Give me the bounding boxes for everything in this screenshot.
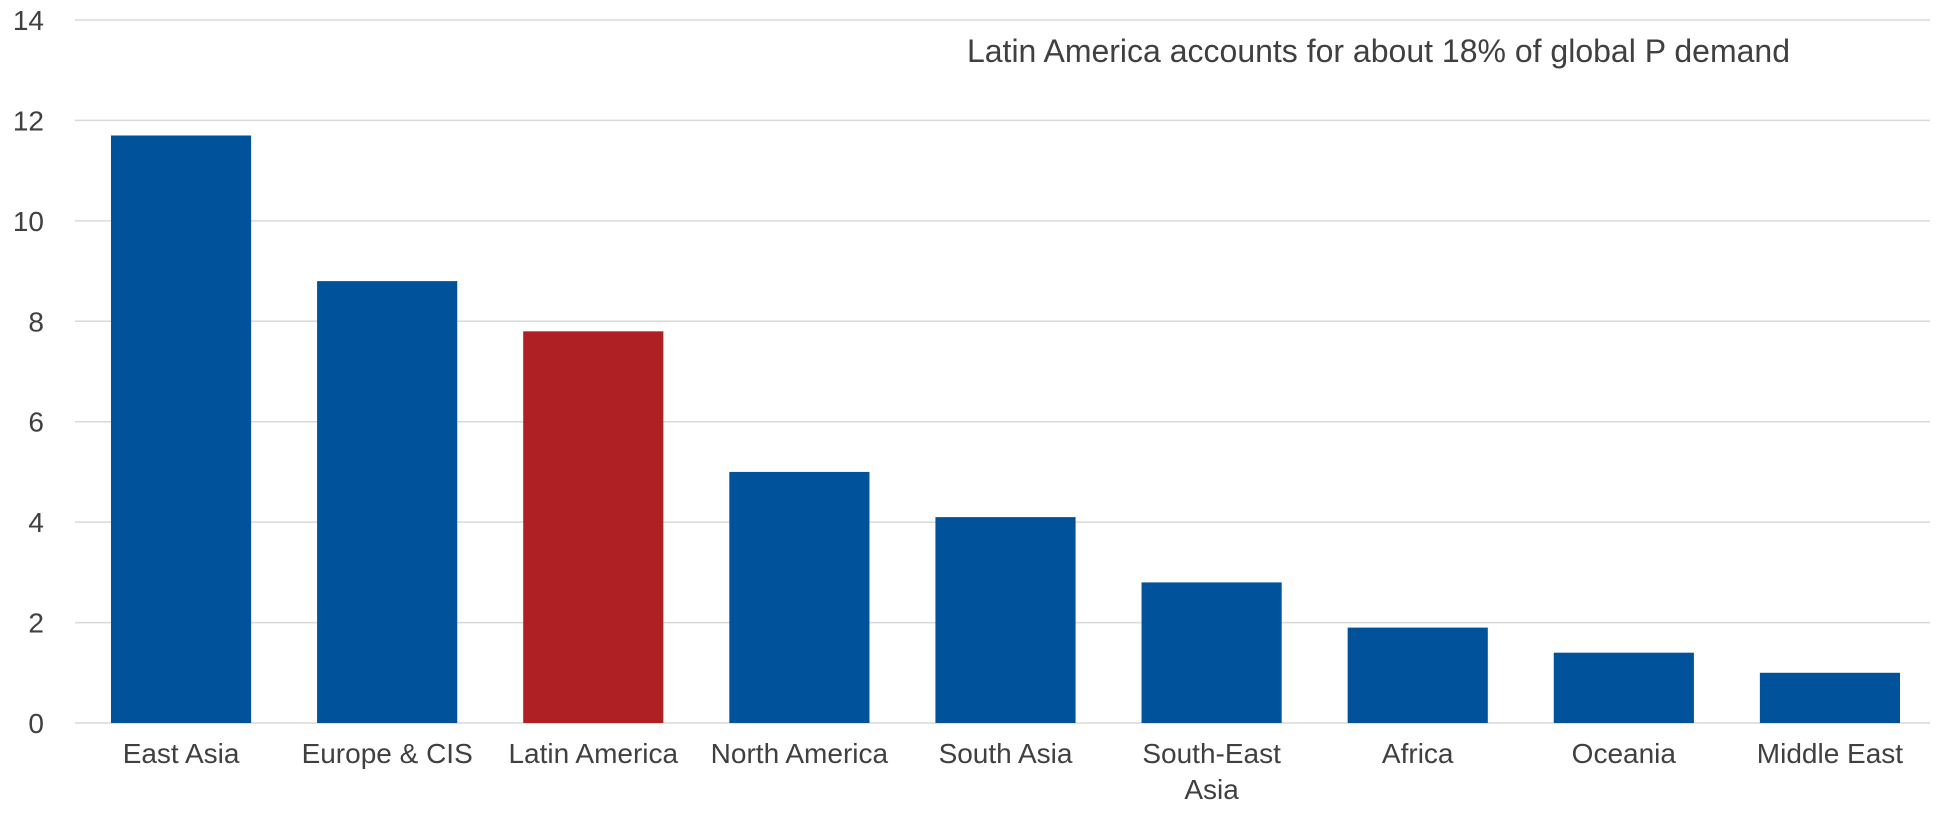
bar-east-asia [110, 135, 252, 723]
y-tick-label: 14 [13, 5, 44, 36]
bar-europe-cis [317, 281, 458, 723]
bar-oceania [1553, 652, 1694, 723]
x-category-label: Middle East [1757, 738, 1904, 769]
x-category-label: Latin America [508, 738, 678, 769]
chart-annotation: Latin America accounts for about 18% of … [967, 33, 1790, 69]
bars [110, 135, 1901, 723]
y-tick-label: 0 [28, 708, 44, 739]
x-category-label: Oceania [1572, 738, 1677, 769]
bar-latin-america [523, 331, 664, 723]
y-tick-label: 10 [13, 206, 44, 237]
y-tick-label: 8 [28, 306, 44, 337]
x-category-label: Africa [1382, 738, 1454, 769]
y-tick-label: 2 [28, 608, 44, 639]
x-category-label: South-East Asia [1142, 738, 1281, 805]
x-axis-category-labels: East Asia Europe & CIS Latin America North … [123, 738, 1904, 805]
y-axis-tick-labels: 0 2 4 6 8 10 12 14 [13, 5, 44, 739]
y-tick-label: 4 [28, 507, 44, 538]
bar-middle-east [1759, 672, 1901, 723]
bar-south-east-asia [1141, 582, 1282, 723]
x-category-label: Europe & CIS [302, 738, 473, 769]
y-tick-label: 6 [28, 407, 44, 438]
x-category-label: South Asia [939, 738, 1073, 769]
y-tick-label: 12 [13, 105, 44, 136]
bar-north-america [729, 471, 870, 723]
bar-south-asia [935, 517, 1076, 723]
x-category-label: East Asia [123, 738, 240, 769]
x-category-label: North America [711, 738, 889, 769]
bar-africa [1347, 627, 1488, 723]
